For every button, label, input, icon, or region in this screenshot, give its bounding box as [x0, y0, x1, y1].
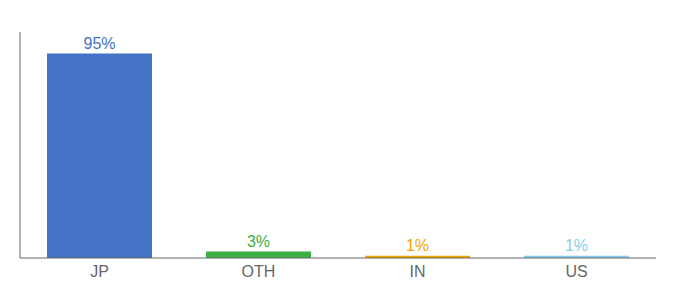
svg-text:1%: 1% [565, 237, 588, 254]
svg-text:IN: IN [410, 263, 426, 280]
svg-text:95%: 95% [84, 35, 116, 52]
svg-text:OTH: OTH [242, 263, 276, 280]
svg-text:US: US [565, 263, 587, 280]
svg-text:1%: 1% [406, 237, 429, 254]
svg-text:3%: 3% [247, 233, 270, 250]
svg-text:JP: JP [90, 263, 109, 280]
